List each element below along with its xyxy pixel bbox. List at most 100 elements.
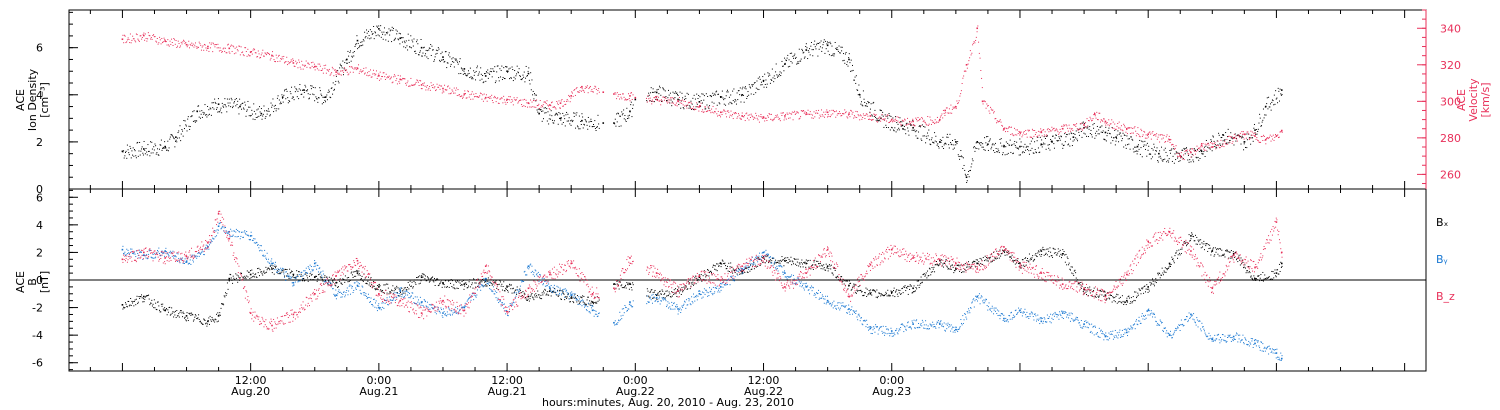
data-point: [696, 103, 698, 105]
data-point: [666, 290, 668, 292]
data-point: [198, 116, 200, 118]
data-point: [1161, 138, 1163, 140]
data-point: [622, 279, 624, 281]
data-point: [475, 286, 477, 288]
data-point: [342, 278, 344, 280]
data-point: [1045, 252, 1047, 254]
data-point: [594, 296, 596, 298]
data-point: [728, 262, 730, 264]
data-point: [509, 67, 511, 69]
data-point: [339, 67, 341, 69]
data-point: [454, 288, 456, 290]
data-point: [237, 50, 239, 52]
data-point: [557, 123, 559, 125]
data-point: [1091, 120, 1093, 122]
data-point: [787, 54, 789, 56]
data-point: [133, 38, 135, 40]
data-point: [650, 92, 652, 94]
data-point: [1184, 153, 1186, 155]
data-point: [859, 96, 861, 98]
data-point: [741, 270, 743, 272]
data-point: [675, 102, 677, 104]
data-point: [323, 102, 325, 104]
data-point: [764, 120, 766, 122]
data-point: [528, 67, 530, 69]
data-point: [156, 309, 158, 311]
data-point: [616, 280, 618, 282]
data-point: [385, 73, 387, 75]
data-point: [1041, 254, 1043, 256]
data-point: [595, 86, 597, 88]
data-point: [502, 76, 504, 78]
data-point: [509, 96, 511, 98]
data-point: [205, 322, 207, 324]
data-point: [289, 101, 291, 103]
data-point: [771, 79, 773, 81]
data-point: [286, 56, 288, 58]
data-point: [1020, 267, 1022, 269]
data-point: [1193, 161, 1195, 163]
data-point: [1109, 298, 1111, 300]
data-point: [226, 52, 228, 54]
data-point: [872, 102, 874, 104]
data-point: [438, 48, 440, 50]
data-point: [771, 260, 773, 262]
data-point: [526, 102, 528, 104]
data-point: [1105, 124, 1107, 126]
data-point: [453, 61, 455, 63]
data-point: [478, 73, 480, 75]
data-point: [1248, 139, 1250, 141]
data-point: [565, 114, 567, 116]
data-point: [785, 113, 787, 115]
data-point: [782, 65, 784, 67]
data-point: [721, 263, 723, 265]
data-point: [192, 111, 194, 113]
data-point: [1028, 150, 1030, 152]
data-point: [1243, 138, 1245, 140]
data-point: [256, 276, 258, 278]
data-point: [1111, 295, 1113, 297]
data-point: [665, 96, 667, 98]
data-point: [423, 84, 425, 86]
data-point: [1212, 146, 1214, 148]
data-point: [407, 286, 409, 288]
data-point: [1245, 133, 1247, 135]
data-point: [456, 95, 458, 97]
data-point: [822, 44, 824, 46]
data-point: [1000, 255, 1002, 257]
data-point: [267, 52, 269, 54]
data-point: [166, 149, 168, 151]
data-point: [944, 142, 946, 144]
data-point: [864, 292, 866, 294]
data-point: [366, 282, 368, 284]
data-point: [563, 100, 565, 102]
data-point: [719, 114, 721, 116]
data-point: [151, 148, 153, 150]
data-point: [1016, 129, 1018, 131]
data-point: [649, 99, 651, 101]
data-point: [285, 275, 287, 277]
data-point: [692, 281, 694, 283]
data-point: [954, 106, 956, 108]
data-point: [716, 90, 718, 92]
data-point: [987, 260, 989, 262]
data-point: [945, 258, 947, 260]
data-point: [335, 75, 337, 77]
data-point: [591, 126, 593, 128]
data-point: [952, 106, 954, 108]
data-point: [853, 285, 855, 287]
data-point: [185, 319, 187, 321]
data-point: [232, 275, 234, 277]
data-point: [223, 106, 225, 108]
data-point: [453, 92, 455, 94]
data-point: [483, 279, 485, 281]
data-point: [237, 281, 239, 283]
data-point: [264, 52, 266, 54]
data-point: [159, 311, 161, 313]
data-point: [392, 293, 394, 295]
data-point: [587, 296, 589, 298]
data-point: [861, 118, 863, 120]
data-point: [1012, 152, 1014, 154]
data-point: [173, 38, 175, 40]
data-point: [519, 75, 521, 77]
